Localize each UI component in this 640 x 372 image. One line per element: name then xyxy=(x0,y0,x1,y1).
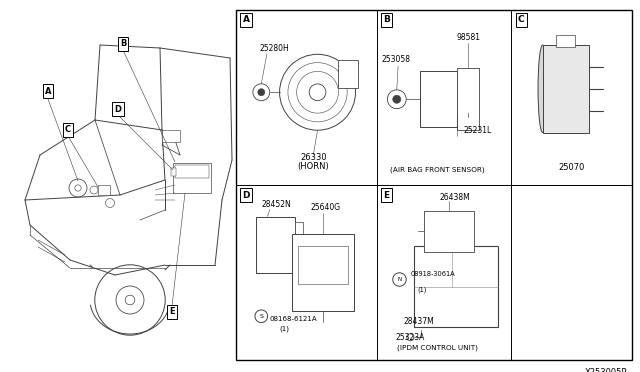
Text: X253005P: X253005P xyxy=(584,368,627,372)
Bar xyxy=(173,163,211,193)
Text: 28437M: 28437M xyxy=(403,317,435,326)
Text: E: E xyxy=(383,190,390,199)
Text: B: B xyxy=(120,39,126,48)
Bar xyxy=(414,246,498,327)
Text: 25231L: 25231L xyxy=(464,126,492,135)
Text: 26438M: 26438M xyxy=(439,193,470,202)
Bar xyxy=(298,246,348,284)
Ellipse shape xyxy=(538,45,547,132)
Bar xyxy=(424,211,474,251)
Text: 25323A: 25323A xyxy=(396,333,425,342)
Bar xyxy=(543,45,589,132)
Text: 25640G: 25640G xyxy=(311,203,341,212)
Text: C: C xyxy=(65,125,71,135)
Bar xyxy=(420,71,458,127)
Text: (1): (1) xyxy=(280,325,289,331)
Bar xyxy=(171,168,176,176)
Text: 253058: 253058 xyxy=(382,55,411,64)
Text: 25070: 25070 xyxy=(559,163,585,171)
Bar xyxy=(175,165,209,178)
Circle shape xyxy=(258,89,265,96)
Text: 08168-6121A: 08168-6121A xyxy=(269,316,317,322)
Bar xyxy=(556,35,575,47)
Text: D: D xyxy=(243,190,250,199)
Bar xyxy=(458,68,479,130)
Text: 28452N: 28452N xyxy=(261,200,291,209)
Circle shape xyxy=(393,95,401,103)
Text: E: E xyxy=(169,308,175,317)
Text: (HORN): (HORN) xyxy=(298,163,329,171)
Text: 25280H: 25280H xyxy=(260,44,290,53)
Text: (1): (1) xyxy=(417,287,426,293)
Text: D: D xyxy=(115,105,122,113)
Text: 26330: 26330 xyxy=(300,153,326,161)
Bar xyxy=(236,10,632,360)
Text: A: A xyxy=(45,87,51,96)
Bar xyxy=(295,222,303,267)
Text: N: N xyxy=(397,277,401,282)
Text: S: S xyxy=(259,314,263,319)
Bar xyxy=(98,185,110,195)
Text: (AIR BAG FRONT SENSOR): (AIR BAG FRONT SENSOR) xyxy=(390,167,484,173)
Bar xyxy=(292,234,354,311)
Bar xyxy=(339,60,358,88)
Bar xyxy=(162,130,180,142)
Text: 08918-3061A: 08918-3061A xyxy=(410,271,455,277)
Text: C: C xyxy=(518,16,525,25)
Text: 98581: 98581 xyxy=(456,33,480,42)
Text: (IPDM CONTROL UNIT): (IPDM CONTROL UNIT) xyxy=(397,345,477,351)
Text: B: B xyxy=(383,16,390,25)
Text: A: A xyxy=(243,16,250,25)
Bar xyxy=(256,217,295,273)
